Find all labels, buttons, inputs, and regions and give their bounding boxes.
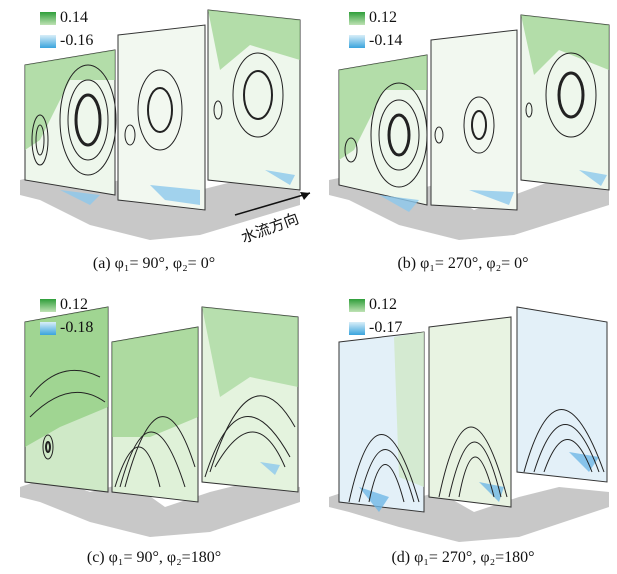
panel-a-figure — [20, 9, 301, 240]
panel-b-figure — [329, 14, 610, 240]
colorbar-legend: 0.14 -0.16 — [40, 10, 120, 60]
panel-caption: (d) φ₁= 270°, φ₂=180° — [391, 549, 535, 566]
section-3-blue — [569, 452, 599, 472]
positive-swatch — [349, 299, 365, 312]
positive-swatch — [349, 12, 365, 25]
section-3-green — [208, 10, 300, 70]
colorbar-legend: 0.12 -0.14 — [349, 10, 429, 60]
section-3 — [516, 306, 608, 483]
section-2-blue — [469, 190, 514, 205]
panel-c: 0.12 -0.18 (c) φ₁= 90°, φ₂=180° — [0, 287, 308, 574]
colorbar-legend: 0.12 -0.17 — [349, 297, 429, 347]
panel-caption: (c) φ₁= 90°, φ₂=180° — [86, 549, 222, 566]
section-1-blue — [60, 190, 100, 205]
colorbar-legend: 0.12 -0.18 — [40, 297, 120, 347]
legend-max: 0.14 — [60, 9, 88, 26]
section-1-green — [339, 55, 427, 160]
legend-min: -0.18 — [60, 319, 94, 336]
positive-swatch — [40, 12, 56, 25]
panel-a: 0.14 -0.16 (a) φ₁= 90°, φ₂= 0° — [0, 0, 308, 287]
section-1-green — [394, 332, 424, 487]
section-2-blue — [150, 185, 200, 205]
section-2 — [428, 316, 512, 508]
negative-swatch — [40, 35, 56, 48]
section-1-green — [25, 307, 108, 447]
section-2-green — [112, 327, 198, 437]
section-3-green — [521, 15, 609, 75]
legend-max: 0.12 — [369, 296, 397, 313]
panel-d-figure — [329, 306, 609, 542]
bed-surface — [20, 477, 300, 537]
negative-swatch — [349, 35, 365, 48]
flow-direction-arrow — [234, 192, 311, 216]
panel-d: 0.12 -0.17 (d) φ₁= 270°, φ₂=180° — [309, 287, 617, 574]
section-3-blue — [579, 170, 607, 186]
section-2-blue — [479, 482, 504, 502]
section-3-blue — [265, 170, 295, 185]
panel-caption: (b) φ₁= 270°, φ₂= 0° — [397, 255, 529, 272]
section-2 — [117, 24, 206, 211]
section-1-blue — [359, 487, 389, 512]
section-1-green — [25, 50, 115, 150]
legend-min: -0.17 — [369, 319, 403, 336]
legend-max: 0.12 — [369, 9, 397, 26]
section-1-blue — [379, 195, 419, 212]
section-2 — [430, 29, 518, 211]
legend-max: 0.12 — [60, 296, 88, 313]
panel-caption: (a) φ₁= 90°, φ₂= 0° — [92, 255, 216, 272]
section-3-green — [202, 307, 298, 397]
bed-surface — [329, 487, 609, 542]
legend-min: -0.16 — [60, 32, 94, 49]
negative-swatch — [349, 322, 365, 335]
positive-swatch — [40, 299, 56, 312]
panel-b: 0.12 -0.14 (b) φ₁= 270°, φ₂= 0° — [309, 0, 617, 287]
legend-min: -0.14 — [369, 32, 403, 49]
negative-swatch — [40, 322, 56, 335]
section-3-blue — [260, 462, 280, 475]
panel-c-figure — [20, 306, 300, 537]
